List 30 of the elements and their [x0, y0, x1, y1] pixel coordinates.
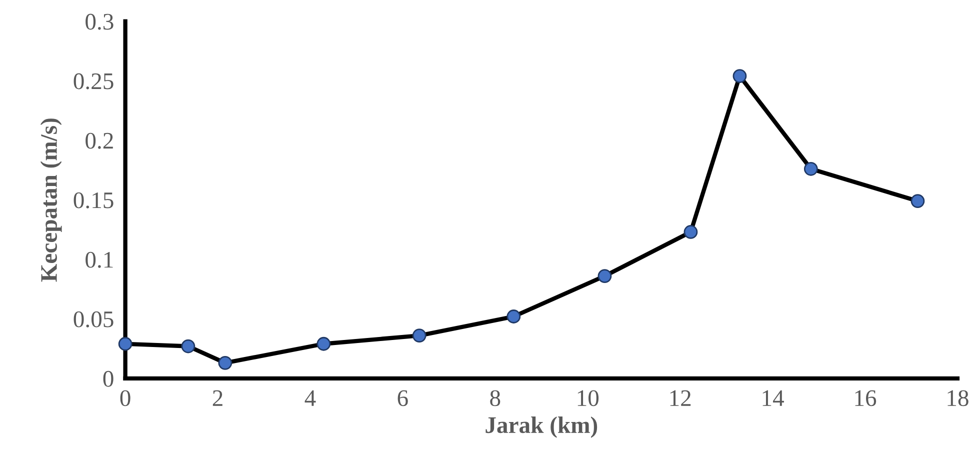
point	[598, 269, 612, 283]
point	[218, 356, 232, 370]
x-tick-label: 4	[304, 390, 316, 406]
point	[804, 162, 818, 176]
x-tick-label: 12	[670, 390, 691, 406]
point	[118, 336, 132, 351]
y-tick-label: 0.05	[74, 311, 114, 328]
x-tick-label: 6	[398, 390, 408, 406]
x-tick-label: 10	[578, 390, 599, 406]
x-tick-label: 14	[762, 390, 784, 406]
point	[732, 69, 747, 83]
y-tick-label: 0.2	[86, 132, 113, 149]
y-tick-label: 0.25	[74, 73, 114, 90]
y-axis-title: Kecepatan (m/s)	[40, 118, 62, 282]
point	[412, 328, 426, 342]
point	[910, 194, 925, 208]
x-tick-label: 2	[212, 390, 222, 406]
point	[506, 310, 521, 324]
point	[181, 339, 196, 354]
y-tick-label: 0.3	[86, 14, 114, 30]
x-tick-label: 16	[855, 390, 876, 406]
y-tick-label: 0.1	[86, 252, 113, 268]
y-tick-label: 0	[103, 370, 114, 387]
y-tick-label: 0.15	[74, 192, 114, 208]
x-tick-label: 0	[120, 390, 130, 406]
x-tick-label: 18	[948, 390, 968, 406]
x-tick-label: 8	[490, 390, 500, 406]
point	[684, 225, 698, 239]
x-axis-title: Jarak (km)	[486, 416, 598, 438]
point	[316, 336, 331, 351]
